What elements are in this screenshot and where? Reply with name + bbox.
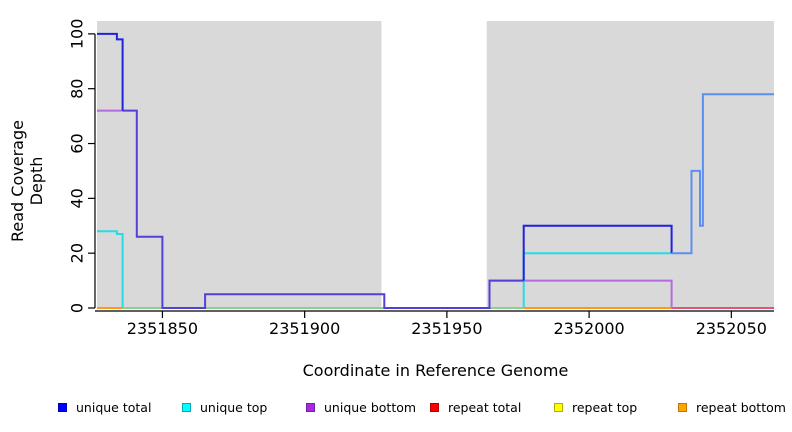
y-tick-label: 0 — [68, 303, 87, 313]
y-tick-label: 20 — [68, 243, 87, 263]
x-tick-label: 2352000 — [553, 319, 624, 338]
x-tick-label: 2352050 — [696, 319, 767, 338]
series-segment-unique-total-over-bottom — [122, 109, 524, 309]
x-tick-label: 2351850 — [127, 319, 198, 338]
legend-label: repeat top — [572, 399, 638, 415]
legend-label: unique top — [200, 399, 268, 415]
legend-swatch-icon — [182, 402, 191, 412]
legend-swatch-icon — [554, 402, 563, 412]
mask-region — [381, 21, 487, 308]
y-tick-label: 60 — [68, 133, 87, 153]
legend-label: unique bottom — [324, 399, 417, 415]
x-tick-label: 2351900 — [269, 319, 340, 338]
series-segment-unique-total-pure-left — [97, 32, 124, 111]
x-tick-label: 2351950 — [411, 319, 482, 338]
legend-swatch-icon — [678, 402, 687, 412]
y-tick-label: 40 — [68, 188, 87, 208]
legend-swatch-icon — [430, 402, 439, 412]
series-segment-unique-top-left — [97, 230, 124, 308]
series-segment-unique-total-pure-right — [522, 224, 673, 281]
legend-item-unique-top: unique top — [175, 398, 267, 416]
legend-swatch-icon — [58, 402, 67, 412]
y-tick-label: 80 — [68, 79, 87, 99]
legend-swatch-icon — [306, 402, 315, 412]
legend-label: repeat bottom — [696, 399, 786, 415]
y-axis-label: Read Coverage Depth — [8, 120, 46, 242]
x-axis-label: Coordinate in Reference Genome — [302, 361, 569, 380]
legend-label: repeat total — [448, 399, 522, 415]
legend-item-repeat-total: repeat total — [423, 398, 521, 416]
series-segment-unique-total-over-top — [671, 93, 774, 255]
legend-item-unique-total: unique total — [51, 398, 151, 416]
legend-item-repeat-bottom: repeat bottom — [671, 398, 786, 416]
y-tick-label: 100 — [68, 19, 87, 50]
legend: unique total unique top unique bottom repea… — [0, 398, 792, 420]
legend-label: unique total — [76, 399, 152, 415]
legend-item-repeat-top: repeat top — [547, 398, 637, 416]
legend-item-unique-bottom: unique bottom — [299, 398, 416, 416]
